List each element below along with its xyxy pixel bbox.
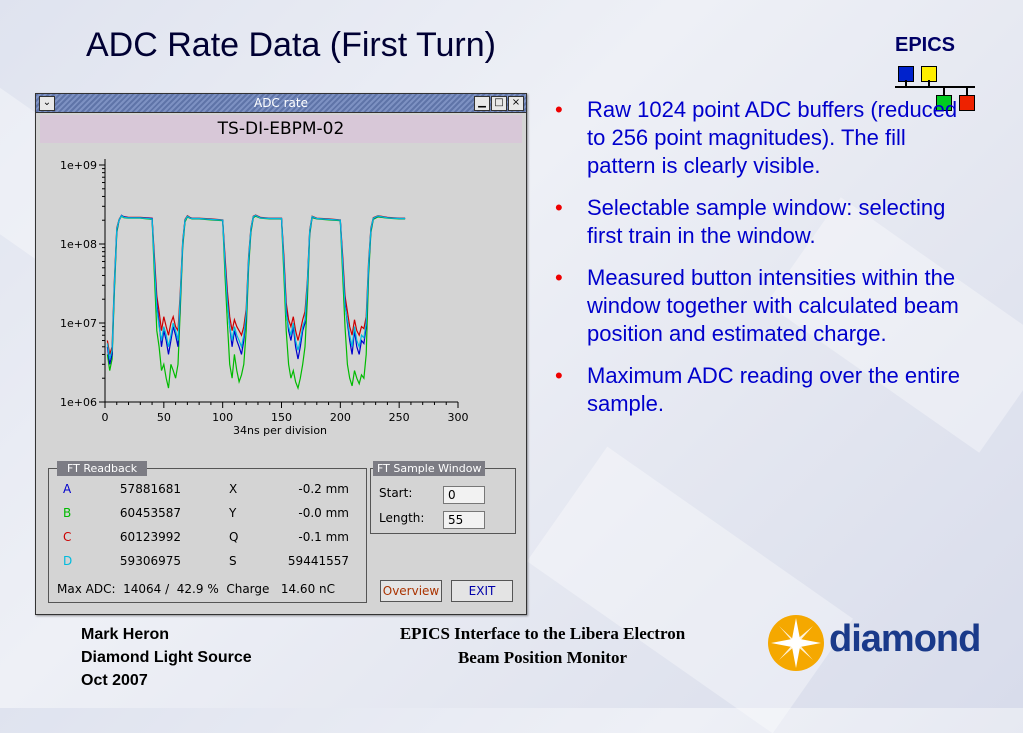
y-tick-label: 1e+08 xyxy=(60,238,97,251)
ft-readback-group: FT Readback A 57881681 X -0.2 mm B 60453587 Y -… xyxy=(48,461,367,603)
adc-rate-window: ⌄ ADC rate ▁ □ × TS-DI-EBPM-02 1e+06 1e+0… xyxy=(35,93,527,615)
ft-sample-window-label: FT Sample Window xyxy=(373,461,486,476)
x-tick-label: 150 xyxy=(271,411,292,424)
channel-label: C xyxy=(63,530,72,544)
logo-line xyxy=(943,86,945,96)
quantity-label: X xyxy=(229,482,238,496)
y-tick-label: 1e+09 xyxy=(60,159,97,172)
x-tick-label: 300 xyxy=(448,411,469,424)
x-tick-label: 100 xyxy=(212,411,233,424)
logo-line xyxy=(966,86,968,96)
bullet-dot-icon: • xyxy=(555,265,563,290)
footer-title-line: Beam Position Monitor xyxy=(457,648,628,667)
background-shape xyxy=(526,446,854,733)
x-tick-label: 200 xyxy=(330,411,351,424)
maximize-button[interactable]: □ xyxy=(491,96,507,111)
window-titlebar[interactable]: ⌄ ADC rate ▁ □ × xyxy=(36,94,526,113)
channel-label: D xyxy=(63,554,73,568)
overview-button[interactable]: Overview xyxy=(380,580,442,602)
bullet-item: • Maximum ADC reading over the entire sam… xyxy=(555,362,975,418)
chart-svg: 1e+06 1e+07 1e+08 1e+09 0 50 100 150 200 250 300 3… xyxy=(60,159,469,437)
logo-line xyxy=(905,80,907,88)
ft-sample-window-group: FT Sample Window Start: 0 Length: 55 xyxy=(370,461,516,534)
bullet-dot-icon: • xyxy=(555,97,563,122)
epics-logo-text: EPICS xyxy=(895,34,956,56)
quantity-value: -0.1 mm xyxy=(298,530,349,544)
logo-line xyxy=(928,80,930,88)
plot-header: TS-DI-EBPM-02 xyxy=(40,115,522,143)
bullet-item: • Raw 1024 point ADC buffers (reduced to … xyxy=(555,96,975,180)
quantity-value: -0.2 mm xyxy=(298,482,349,496)
bullet-item: • Selectable sample window: selecting fir… xyxy=(555,194,975,250)
footer-author: Mark Heron Diamond Light Source Oct 2007 xyxy=(81,623,252,692)
quantity-label: Q xyxy=(229,530,239,544)
bullet-dot-icon: • xyxy=(555,195,563,220)
window-menu-button[interactable]: ⌄ xyxy=(39,96,55,111)
slide-title: ADC Rate Data (First Turn) xyxy=(86,26,496,64)
minimize-icon: ▁ xyxy=(478,97,486,108)
diamond-logo-text: diamond xyxy=(829,618,981,660)
epics-logo: EPICS xyxy=(895,34,985,114)
footer-title-line: EPICS Interface to the Libera Electron xyxy=(399,624,686,643)
diamond-logo: diamond xyxy=(765,612,985,672)
y-tick-label: 1e+07 xyxy=(60,317,97,330)
channel-value: 59306975 xyxy=(119,554,181,568)
footer-date: Oct 2007 xyxy=(81,672,148,689)
diamond-star-icon xyxy=(768,615,824,671)
window-title: ADC rate xyxy=(253,96,309,110)
minimize-button[interactable]: ▁ xyxy=(474,96,490,111)
quantity-value: 59441557 xyxy=(287,554,349,568)
start-input[interactable]: 0 xyxy=(443,486,485,504)
x-tick-label: 250 xyxy=(389,411,410,424)
series-line-3 xyxy=(106,214,406,360)
channel-label: B xyxy=(63,506,72,520)
footer-organisation: Diamond Light Source xyxy=(81,649,252,666)
quantity-label: Y xyxy=(229,506,237,520)
footer-title: EPICS Interface to the Libera Electron B… xyxy=(355,622,730,670)
bullet-item: • Measured button intensities within the … xyxy=(555,264,975,348)
footer-author-name: Mark Heron xyxy=(81,626,170,643)
close-button[interactable]: × xyxy=(508,96,524,111)
x-axis-label: 34ns per division xyxy=(233,424,327,437)
logo-line xyxy=(895,86,975,88)
bullet-text: Measured button intensities within the w… xyxy=(587,265,959,346)
exit-button[interactable]: EXIT xyxy=(451,580,513,602)
bullet-list: • Raw 1024 point ADC buffers (reduced to … xyxy=(555,96,975,432)
bullet-dot-icon: • xyxy=(555,363,563,388)
length-input[interactable]: 55 xyxy=(443,511,485,529)
quantity-value: -0.0 mm xyxy=(298,506,349,520)
x-tick-label: 50 xyxy=(157,411,171,424)
logo-square-red xyxy=(959,95,975,111)
channel-value: 60453587 xyxy=(119,506,181,520)
chevron-down-icon: ⌄ xyxy=(42,97,52,108)
length-label: Length: xyxy=(379,511,425,525)
logo-square-green xyxy=(936,95,952,111)
max-adc-readout: Max ADC: 14064 / 42.9 % Charge 14.60 nC xyxy=(57,582,336,596)
start-label: Start: xyxy=(379,486,413,500)
bullet-text: Maximum ADC reading over the entire samp… xyxy=(587,363,960,416)
x-tick-label: 0 xyxy=(102,411,109,424)
quantity-label: S xyxy=(229,554,237,568)
close-icon: × xyxy=(511,97,521,108)
channel-value: 57881681 xyxy=(119,482,181,496)
channel-value: 60123992 xyxy=(119,530,181,544)
channel-label: A xyxy=(63,482,72,496)
y-tick-label: 1e+06 xyxy=(60,396,97,409)
maximize-icon: □ xyxy=(494,97,504,108)
bullet-text: Raw 1024 point ADC buffers (reduced to 2… xyxy=(587,97,958,178)
series-line-2 xyxy=(106,214,406,355)
series-line-1 xyxy=(106,215,406,391)
adc-rate-chart: 1e+06 1e+07 1e+08 1e+09 0 50 100 150 200 250 300 3… xyxy=(40,143,522,463)
bullet-text: Selectable sample window: selecting firs… xyxy=(587,195,946,248)
ft-readback-label: FT Readback xyxy=(57,461,148,476)
